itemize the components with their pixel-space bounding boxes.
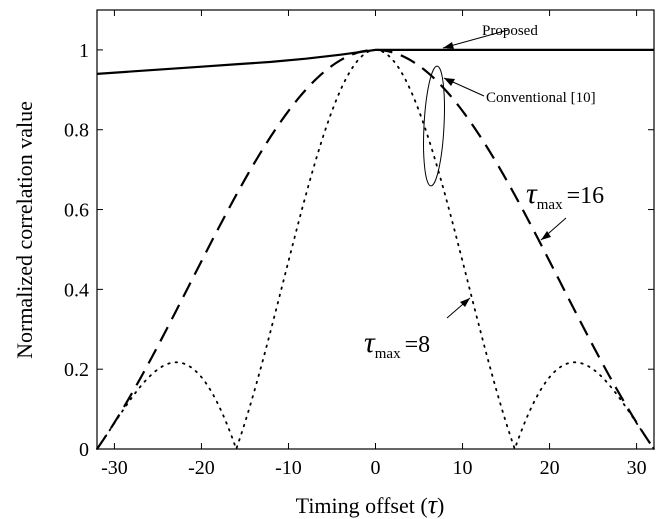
annotation-tau16: τmax =16 xyxy=(526,177,604,241)
plot-frame xyxy=(96,9,655,450)
label-tau-max-8: τmax =8 xyxy=(364,326,430,362)
x-tick-label: 30 xyxy=(627,457,647,479)
series-line-dashed xyxy=(96,48,655,450)
y-tick-label: 0.4 xyxy=(64,279,89,301)
y-tick-label: 0.6 xyxy=(64,200,89,222)
series-line-dotted xyxy=(96,49,655,452)
conventional-ellipse xyxy=(423,65,445,187)
x-tick-label: 0 xyxy=(371,457,381,479)
label-tau-max-16: τmax =16 xyxy=(526,177,604,213)
x-tick-label: -20 xyxy=(188,457,215,479)
y-tick-label: 1 xyxy=(79,40,89,62)
axis-ticks xyxy=(97,10,654,450)
x-tick-label: 20 xyxy=(540,457,560,479)
tick-labels: -30 -20 -10 0 10 20 30 0 0.2 0.4 0.6 0.8 1 xyxy=(64,40,647,479)
y-tick-label: 0.8 xyxy=(64,120,89,142)
annotation-conventional: Conventional [10] xyxy=(423,65,596,187)
x-tick-label: -30 xyxy=(101,457,128,479)
series-line-solid xyxy=(96,48,654,75)
x-axis-title: Timing offset (τ) xyxy=(296,490,445,519)
x-tick-label: 10 xyxy=(453,457,473,479)
annotation-tau8: τmax =8 xyxy=(364,297,471,362)
label-conventional: Conventional [10] xyxy=(486,90,596,106)
x-tick-label: -10 xyxy=(275,457,302,479)
y-tick-label: 0.2 xyxy=(64,359,89,381)
label-proposed: Proposed xyxy=(482,23,538,39)
plot-curves xyxy=(96,48,655,452)
annotation-proposed: Proposed xyxy=(442,23,538,49)
y-axis-title: Normalized correlation value xyxy=(12,101,37,359)
y-tick-label: 0 xyxy=(79,439,89,461)
